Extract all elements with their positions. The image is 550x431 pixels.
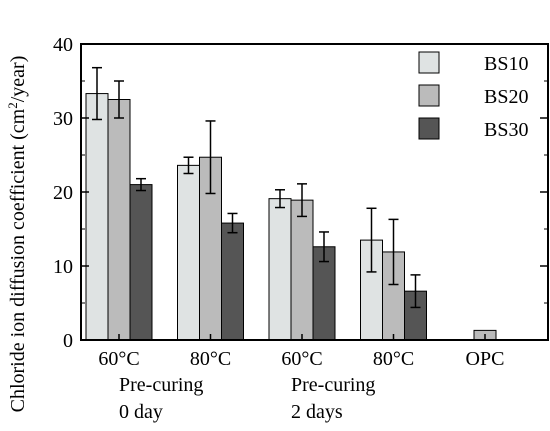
legend-swatch-bs30 (418, 117, 440, 140)
y-axis-label-tail: /year) (7, 56, 29, 103)
y-axis-label-main: Chloride ion diffusion coefficient (cm (7, 108, 29, 412)
y-axis-label: Chloride ion diffusion coefficient (cm2/… (5, 56, 30, 413)
bar-bs10 (268, 198, 292, 341)
group-label-0day-line1: Pre-curing (119, 374, 204, 396)
x-tick-label: 60°C (281, 348, 322, 370)
x-tick-label: OPC (466, 348, 505, 370)
y-tick-label: 20 (53, 182, 73, 204)
y-tick-label: 0 (63, 330, 73, 352)
legend-label-bs30: BS30 (484, 119, 528, 141)
error-bars-layer (92, 66, 421, 309)
legend-label-bs10: BS10 (484, 53, 528, 75)
bar-bs30 (221, 222, 244, 341)
group-label-2days-line1: Pre-curing (291, 374, 376, 396)
legend-swatch-bs20 (418, 84, 440, 107)
y-axis: 0 10 20 30 40 (53, 34, 548, 352)
y-tick-label: 10 (53, 256, 73, 278)
legend: BS10 BS20 BS30 (418, 51, 528, 141)
group-label-2days: Pre-curing 2 days (291, 372, 375, 426)
group-label-2days-line2: 2 days (291, 401, 343, 423)
bar-bs20 (290, 199, 314, 341)
bar-bs10 (85, 93, 109, 341)
bar-bs30 (129, 184, 153, 341)
y-axis-label-sup: 2 (5, 102, 20, 109)
x-tick-label: 80°C (373, 348, 414, 370)
y-tick-label: 30 (53, 108, 73, 130)
x-axis: 60°C 80°C 60°C 80°C OPC (98, 334, 504, 370)
legend-swatch-bs10 (418, 51, 440, 74)
bar-bs10 (177, 164, 200, 341)
group-label-0day-line2: 0 day (119, 401, 163, 423)
x-tick-label: 80°C (190, 348, 231, 370)
group-label-0day: Pre-curing 0 day (119, 372, 203, 426)
bar-bs20 (107, 99, 131, 341)
x-tick-label: 60°C (98, 348, 139, 370)
y-tick-label: 40 (53, 34, 73, 56)
legend-label-bs20: BS20 (484, 86, 528, 108)
bars-layer (85, 93, 497, 341)
